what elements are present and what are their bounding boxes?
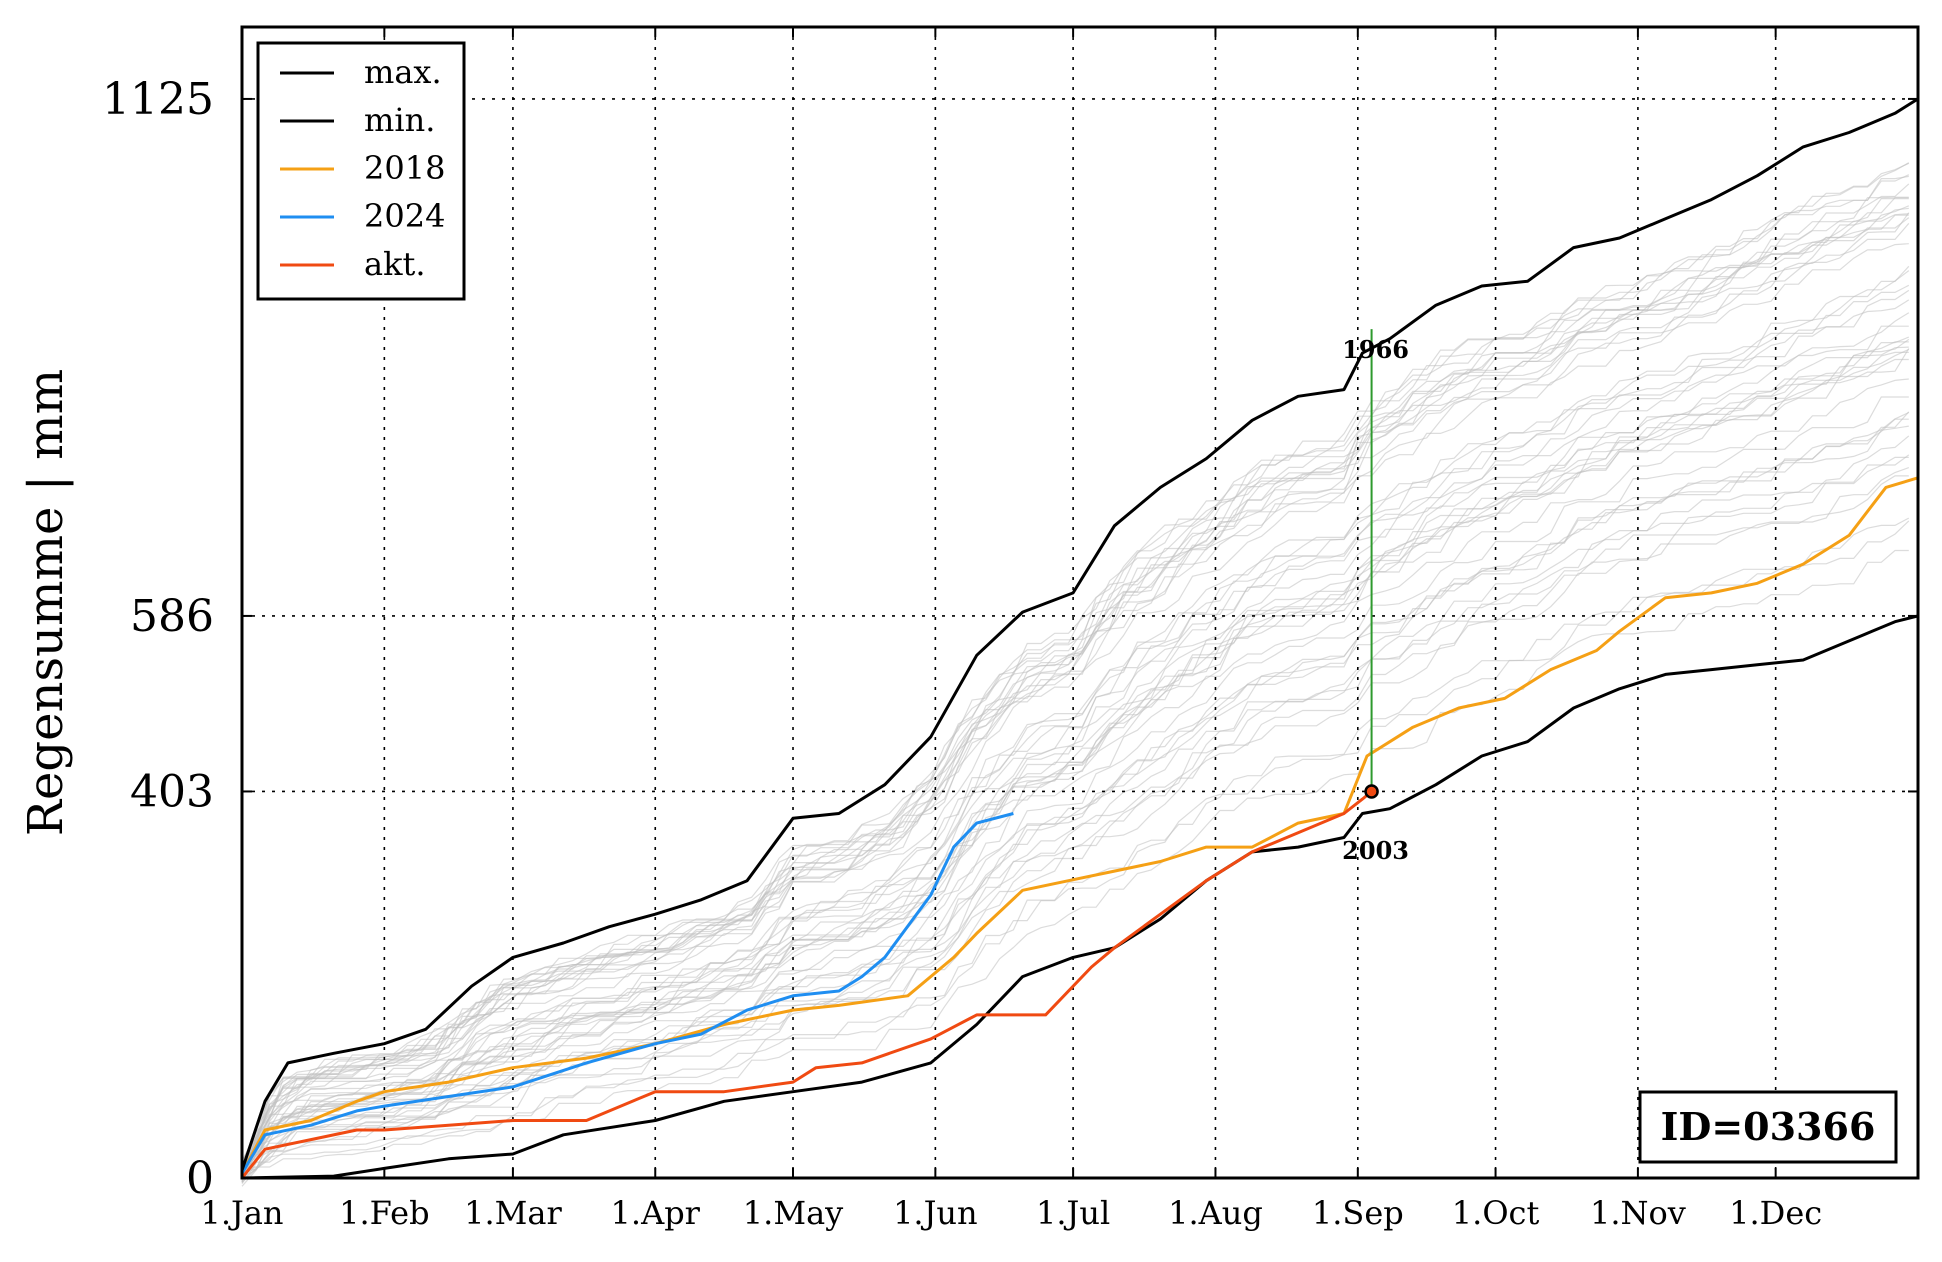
- legend-label: 2024: [364, 197, 445, 235]
- station-id-box: ID=03366: [1638, 1090, 1898, 1164]
- background-year-line: [241, 284, 1910, 1175]
- legend-label: akt.: [364, 245, 426, 283]
- background-year-line: [241, 325, 1909, 1175]
- background-year-line: [241, 214, 1909, 1180]
- background-year-line: [241, 475, 1909, 1168]
- background-year-line: [241, 418, 1909, 1183]
- background-year-line: [241, 270, 1910, 1167]
- x-tick-label: 1.Aug: [1168, 1194, 1263, 1232]
- background-year-line: [241, 162, 1910, 1182]
- background-year-line: [241, 341, 1909, 1181]
- background-year-line: [241, 517, 1910, 1187]
- background-year-line: [241, 348, 1910, 1181]
- background-year-line: [241, 358, 1909, 1163]
- background-year-line: [241, 411, 1910, 1181]
- y-tick-label: 1125: [102, 74, 214, 125]
- series-line-akt: [240, 790, 1373, 1179]
- x-tick-label: 1.Oct: [1452, 1194, 1540, 1232]
- grid-lines: [242, 27, 1918, 1178]
- background-year-line: [241, 338, 1910, 1163]
- x-tick-label: 1.Apr: [611, 1194, 701, 1232]
- y-tick-label: 586: [130, 591, 214, 642]
- background-year-line: [241, 162, 1910, 1177]
- background-year-line: [242, 520, 1910, 1171]
- series-layer: 1966 2003: [240, 97, 1919, 1180]
- background-year-line: [241, 265, 1910, 1162]
- x-tick-label: 1.Feb: [339, 1194, 429, 1232]
- series-line-max: [240, 97, 1919, 1171]
- plot-frame: [240, 25, 1920, 1180]
- background-year-line: [241, 348, 1910, 1166]
- station-id-text: ID=03366: [1661, 1104, 1876, 1149]
- background-year-line: [241, 456, 1909, 1179]
- axis-ticks: 1.Jan 1.Feb 1.Mar 1.Apr 1.May 1.Jun 1.Jul 1.Aug…: [102, 27, 1918, 1232]
- legend-label: max.: [364, 53, 442, 91]
- background-year-line: [241, 378, 1909, 1183]
- background-year-line: [241, 289, 1910, 1175]
- x-tick-label: 1.Mar: [464, 1194, 562, 1232]
- annotation-year-label: 2003: [1342, 836, 1409, 865]
- background-year-line: [241, 217, 1910, 1167]
- background-year-line: [241, 197, 1909, 1176]
- x-tick-label: 1.Jul: [1036, 1194, 1110, 1232]
- background-year-line: [241, 312, 1910, 1171]
- x-tick-label: 1.Nov: [1590, 1194, 1686, 1232]
- background-year-line: [241, 351, 1909, 1184]
- background-year-line: [241, 212, 1910, 1173]
- y-tick-label: 0: [186, 1153, 214, 1204]
- y-axis-label: Regensumme | mm: [18, 369, 74, 836]
- annotation-year-label: 1966: [1342, 335, 1409, 364]
- background-year-line: [241, 396, 1909, 1182]
- background-year-lines: [241, 162, 1910, 1187]
- background-year-line: [241, 243, 1909, 1183]
- background-year-line: [241, 467, 1910, 1182]
- background-year-line: [241, 183, 1910, 1163]
- background-year-line: [241, 205, 1910, 1180]
- background-year-line: [241, 435, 1910, 1178]
- legend-box: [256, 41, 466, 301]
- background-year-line: [241, 207, 1909, 1164]
- x-tick-label: 1.May: [743, 1194, 843, 1232]
- current-point-marker: [1364, 784, 1379, 799]
- x-tick-label: 1.Jun: [893, 1194, 978, 1232]
- x-tick-label: 1.Jan: [200, 1194, 283, 1232]
- background-year-line: [241, 425, 1909, 1174]
- background-year-line: [241, 174, 1910, 1173]
- series-line-2024: [240, 812, 1014, 1174]
- x-tick-label: 1.Dec: [1729, 1194, 1822, 1232]
- y-tick-label: 403: [130, 766, 214, 817]
- background-year-line: [241, 411, 1910, 1171]
- series-line-2018: [240, 476, 1919, 1174]
- background-year-line: [241, 346, 1909, 1180]
- legend-label: 2018: [364, 149, 445, 187]
- legend-label: min.: [364, 101, 435, 139]
- x-tick-label: 1.Sep: [1312, 1194, 1404, 1232]
- background-year-line: [241, 223, 1910, 1169]
- legend: max. min. 2018 2024 akt.: [256, 41, 466, 301]
